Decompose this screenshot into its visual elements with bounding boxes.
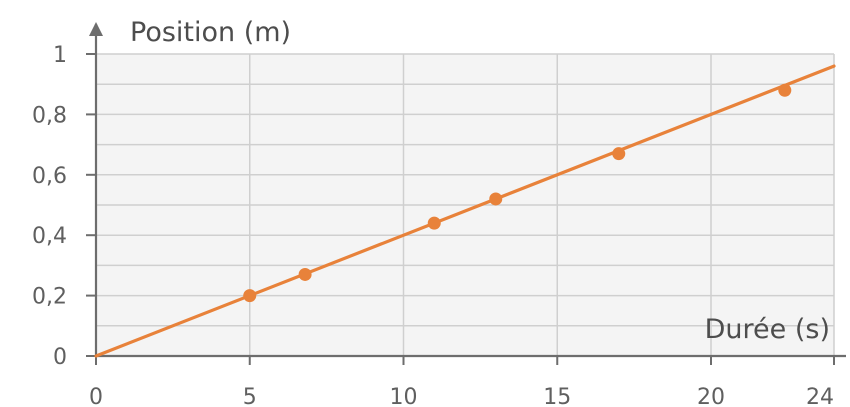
data-point <box>612 147 626 161</box>
series-line <box>94 64 836 358</box>
x-tick-label: 0 <box>89 385 103 407</box>
y-tick-label: 0,2 <box>32 285 67 310</box>
data-point <box>298 267 312 281</box>
data-point <box>489 192 503 206</box>
data-point <box>778 83 792 97</box>
y-axis-title: Position (m) <box>130 17 291 48</box>
y-tick-label: 0,8 <box>32 103 67 128</box>
y-axis-arrow-icon <box>89 22 103 36</box>
data-point <box>427 216 441 230</box>
data-point <box>243 289 257 303</box>
x-tick-label: 24 <box>806 385 834 407</box>
x-tick-label: 5 <box>243 385 257 407</box>
axes <box>86 22 846 365</box>
y-tick-label: 0,6 <box>32 164 67 189</box>
x-axis-title: Durée (s) <box>705 314 830 345</box>
x-tick-label: 20 <box>697 385 725 407</box>
tick-labels: 00,20,40,60,810 5 10 15 20 24 <box>32 43 834 407</box>
series-layer <box>94 64 836 358</box>
grid <box>96 53 835 356</box>
y-tick-label: 0,4 <box>32 224 67 249</box>
x-tick-label: 10 <box>390 385 418 407</box>
y-tick-label: 0 <box>53 345 67 370</box>
y-tick-label: 1 <box>53 43 67 68</box>
x-tick-label: 15 <box>543 385 571 407</box>
